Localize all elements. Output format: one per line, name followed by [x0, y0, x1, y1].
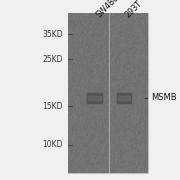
Text: 25KD: 25KD [42, 55, 63, 64]
Bar [88, 96, 101, 100]
Bar [117, 93, 131, 103]
Bar [86, 89, 103, 106]
Text: MSMB: MSMB [151, 93, 177, 102]
Bar [115, 89, 132, 106]
Text: 15KD: 15KD [42, 102, 63, 111]
Text: 10KD: 10KD [42, 140, 63, 149]
Bar [87, 93, 102, 103]
Text: SW480: SW480 [94, 0, 121, 19]
Bar [118, 96, 130, 100]
Text: 35KD: 35KD [42, 30, 63, 39]
Text: 293T: 293T [124, 0, 144, 19]
